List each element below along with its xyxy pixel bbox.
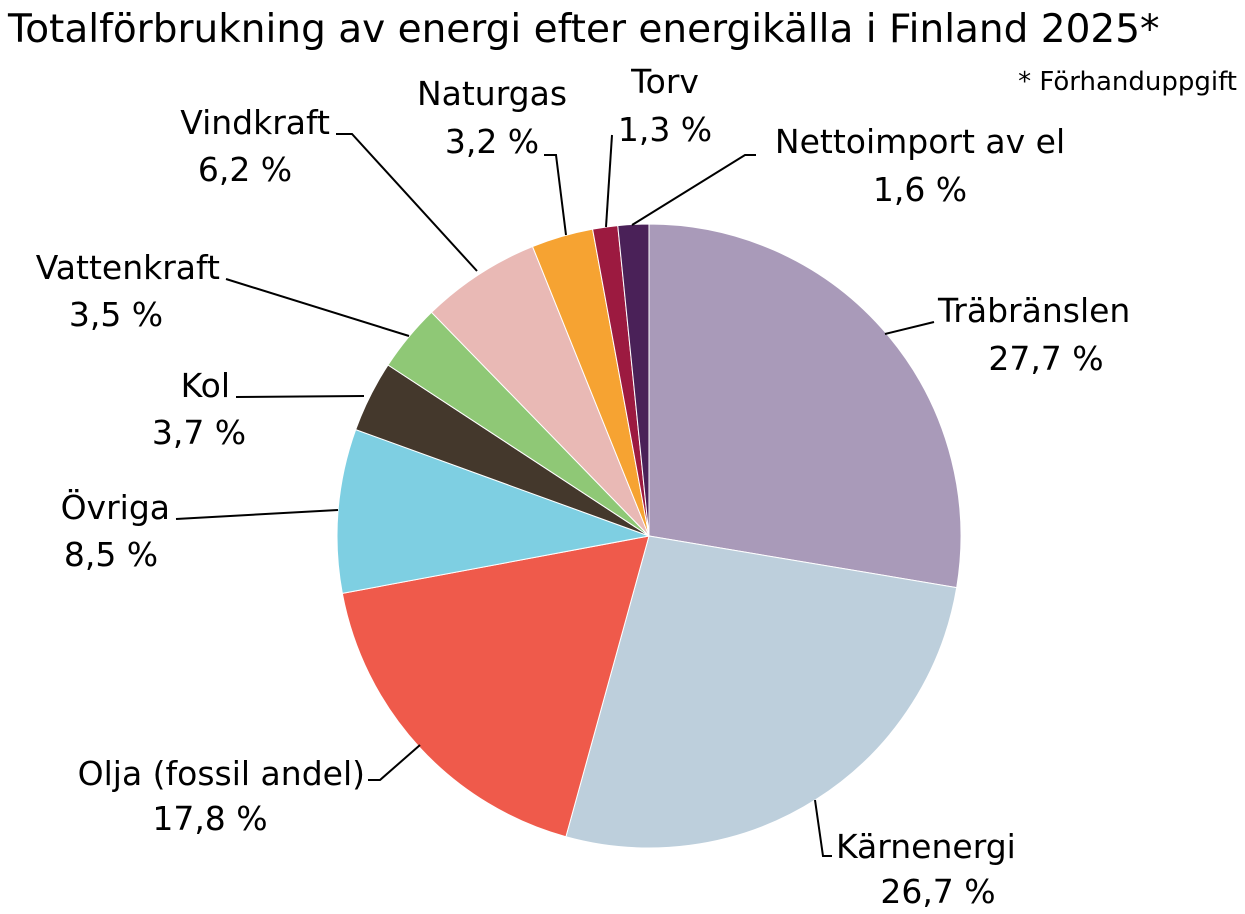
leader-line-vattenkraft bbox=[225, 278, 410, 337]
pie-slice-karnenergi bbox=[565, 535, 958, 849]
slice-label-ovriga: Övriga bbox=[61, 487, 170, 527]
slice-label-karnenergi: Kärnenergi bbox=[836, 827, 1016, 866]
leader-line-ovriga bbox=[175, 509, 339, 520]
leader-line-kol bbox=[235, 395, 365, 398]
slice-value-torv: 1,3 % bbox=[618, 110, 712, 149]
pie-slice-trabranslen bbox=[648, 223, 962, 589]
leader-line-torv bbox=[605, 134, 613, 228]
slice-value-naturgas: 3,2 % bbox=[445, 122, 539, 161]
slice-value-kol: 3,7 % bbox=[152, 413, 246, 452]
slice-value-olja-fossil-andel: 17,8 % bbox=[152, 799, 267, 838]
leader-line-vindkraft bbox=[336, 133, 478, 272]
leader-line-olja-fossil-andel bbox=[368, 744, 421, 781]
slice-value-nettoimport-av-el: 1,6 % bbox=[873, 170, 967, 209]
chart-title: Totalförbrukning av energi efter energik… bbox=[7, 7, 1160, 52]
slice-label-trabranslen: Träbränslen bbox=[937, 291, 1130, 330]
slice-value-ovriga: 8,5 % bbox=[64, 535, 158, 574]
slice-label-vattenkraft: Vattenkraft bbox=[36, 248, 220, 287]
leader-line-trabranslen bbox=[884, 321, 935, 335]
slice-value-vindkraft: 6,2 % bbox=[198, 150, 292, 189]
pie-slice-vindkraft bbox=[430, 245, 650, 537]
slice-label-olja-fossil-andel: Olja (fossil andel) bbox=[78, 754, 365, 793]
pie-labels: Träbränslen 27,7 % Kärnenergi 26,7 % Olja (f… bbox=[36, 62, 1131, 911]
chart-footnote: * Förhanduppgift bbox=[1018, 67, 1237, 97]
pie-slice-olja-fossil-andel bbox=[341, 535, 650, 838]
leader-line-naturgas bbox=[544, 154, 567, 236]
slice-value-karnenergi: 26,7 % bbox=[880, 872, 995, 911]
leader-line-nettoimport-av-el bbox=[631, 154, 756, 226]
slice-label-naturgas: Naturgas bbox=[417, 74, 567, 113]
slice-value-vattenkraft: 3,5 % bbox=[69, 295, 163, 334]
pie-slices bbox=[336, 223, 962, 849]
slice-label-nettoimport-av-el: Nettoimport av el bbox=[775, 122, 1065, 161]
slice-label-torv: Torv bbox=[630, 62, 699, 101]
slice-label-vindkraft: Vindkraft bbox=[180, 103, 330, 142]
pie-leader-lines bbox=[175, 133, 935, 857]
slice-label-kol: Kol bbox=[181, 366, 230, 405]
leader-line-karnenergi bbox=[814, 799, 832, 857]
slice-value-trabranslen: 27,7 % bbox=[988, 339, 1103, 378]
